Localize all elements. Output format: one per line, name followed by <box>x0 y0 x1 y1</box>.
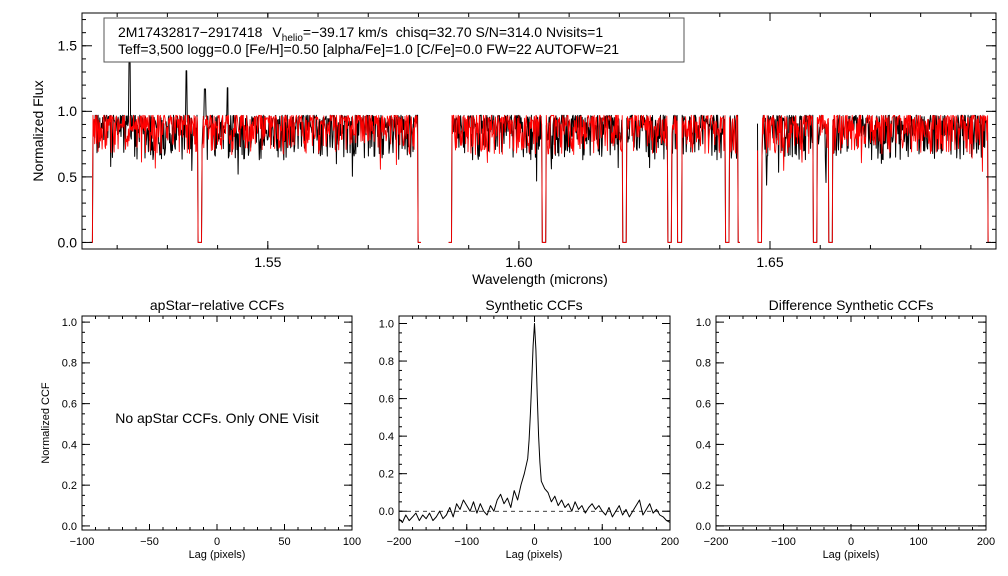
apstar-ccf-x-tick-label: −50 <box>140 536 159 548</box>
apstar-ccf-ticks: −100 −50 0 50 100 0.0 0.2 0.4 0.6 0.8 1.0 <box>62 316 361 548</box>
apstar-ccf-x-tick-label: −100 <box>70 536 95 548</box>
v-value: =−39.17 km/s <box>303 24 388 40</box>
difference-ccf-y-tick-label: 1.0 <box>696 317 711 329</box>
synthetic-ccf-line <box>398 323 671 523</box>
observed-spectrum-line <box>89 62 991 243</box>
apstar-ccf-frame <box>81 315 353 531</box>
difference-ccf-x-tick-label: −200 <box>704 536 729 548</box>
synthetic-ccf-ticks: −200 −100 0 100 200 0.0 0.2 0.4 0.6 0.8 1.0 <box>379 316 679 548</box>
apstar-ccf-y-tick-label: 0.2 <box>62 480 77 492</box>
annotation-line-1: 2M17432817−2917418 Vhelio=−39.17 km/s chis… <box>118 24 603 44</box>
apstar-ccf-x-tick-label: 50 <box>278 536 290 548</box>
apstar-ccf-y-tick-label: 0.4 <box>62 439 77 451</box>
spectrum-panel: 1.55 1.60 1.65 0.0 0.5 1.0 1.5 2M17432817−2917… <box>30 12 997 287</box>
annotation-line-2: Teff=3,500 logg=0.0 [Fe/H]=0.50 [alpha/F… <box>118 41 619 57</box>
spectrum-annotation: 2M17432817−2917418 Vhelio=−39.17 km/s chis… <box>103 17 685 63</box>
spectrum-x-tick-label: 1.60 <box>505 254 532 270</box>
difference-ccf-y-tick-label: 0.8 <box>696 358 711 370</box>
spectrum-y-tick-label: 0.5 <box>58 169 78 185</box>
v-label: V <box>272 24 282 40</box>
spectrum-y-tick-label: 0.0 <box>58 234 78 250</box>
apstar-ccf-y-tick-label: 0.6 <box>62 398 77 410</box>
apstar-ccf-y-tick-label: 0.0 <box>62 521 77 533</box>
spectrum-x-label: Wavelength (microns) <box>472 271 608 287</box>
difference-ccf-x-tick-label: −100 <box>771 536 796 548</box>
difference-ccf-panel: −200 −100 0 100 200 0.0 0.2 0.4 0.6 0.8 1.0 Differ… <box>696 297 995 561</box>
difference-ccf-ticks: −200 −100 0 100 200 0.0 0.2 0.4 0.6 0.8 1.0 <box>696 316 995 548</box>
synthetic-ccf-x-tick-label: 0 <box>531 536 537 548</box>
difference-ccf-x-label: Lag (pixels) <box>823 549 880 561</box>
synthetic-ccf-x-tick-label: 200 <box>661 536 679 548</box>
apstar-ccf-y-tick-label: 1.0 <box>62 317 77 329</box>
difference-ccf-title: Difference Synthetic CCFs <box>769 297 934 313</box>
star-id: 2M17432817−2917418 <box>118 24 263 40</box>
difference-ccf-x-tick-label: 200 <box>977 536 995 548</box>
apstar-ccf-title: apStar−relative CCFs <box>150 297 284 313</box>
synthetic-spectrum-line <box>89 114 991 243</box>
synthetic-ccf-y-tick-label: 1.0 <box>379 318 394 330</box>
spectrum-x-tick-label: 1.65 <box>756 254 783 270</box>
v-subscript: helio <box>282 33 304 44</box>
synthetic-ccf-frame <box>398 315 671 531</box>
spectrum-y-tick-label: 1.0 <box>58 103 78 119</box>
spectrum-ticks: 1.55 1.60 1.65 0.0 0.5 1.0 1.5 <box>58 13 996 270</box>
fit-stats: chisq=32.70 S/N=314.0 Nvisits=1 <box>396 24 604 40</box>
synthetic-ccf-series <box>398 323 671 523</box>
difference-ccf-y-tick-label: 0.4 <box>696 439 711 451</box>
spectrum-series <box>89 62 991 243</box>
spectrum-y-label: Normalized Flux <box>30 80 46 181</box>
apstar-ccf-x-tick-label: 0 <box>214 536 220 548</box>
synthetic-ccf-y-tick-label: 0.6 <box>379 393 394 405</box>
difference-ccf-frame <box>715 315 987 531</box>
spectrum-x-tick-label: 1.55 <box>254 254 281 270</box>
synthetic-ccf-y-tick-label: 0.0 <box>379 506 394 518</box>
synthetic-ccf-title: Synthetic CCFs <box>485 297 582 313</box>
synthetic-ccf-y-tick-label: 0.8 <box>379 356 394 368</box>
synthetic-ccf-y-tick-label: 0.4 <box>379 431 394 443</box>
synthetic-ccf-x-tick-label: −200 <box>387 536 412 548</box>
apstar-ccf-panel: −100 −50 0 50 100 0.0 0.2 0.4 0.6 0.8 1.0 apStar−r… <box>40 297 361 561</box>
synthetic-ccf-x-label: Lag (pixels) <box>506 549 563 561</box>
no-ccf-note: No apStar CCFs. Only ONE Visit <box>115 410 319 426</box>
difference-ccf-x-tick-label: 100 <box>909 536 927 548</box>
difference-ccf-y-tick-label: 0.6 <box>696 398 711 410</box>
difference-ccf-y-tick-label: 0.2 <box>696 480 711 492</box>
spectrum-frame <box>81 12 997 250</box>
apstar-ccf-x-tick-label: 100 <box>343 536 361 548</box>
synthetic-ccf-x-tick-label: 100 <box>593 536 611 548</box>
difference-ccf-x-tick-label: 0 <box>848 536 854 548</box>
annotation-box <box>103 17 685 63</box>
spectrum-y-tick-label: 1.5 <box>58 38 78 54</box>
synthetic-ccf-panel: −200 −100 0 100 200 0.0 0.2 0.4 0.6 0.8 1.0 Synthe… <box>379 297 679 561</box>
difference-ccf-y-tick-label: 0.0 <box>696 521 711 533</box>
apstar-ccf-y-tick-label: 0.8 <box>62 358 77 370</box>
synthetic-ccf-y-tick-label: 0.2 <box>379 469 394 481</box>
synthetic-ccf-x-tick-label: −100 <box>454 536 479 548</box>
apstar-ccf-y-label: Normalized CCF <box>40 382 52 464</box>
apstar-ccf-x-label: Lag (pixels) <box>189 549 246 561</box>
